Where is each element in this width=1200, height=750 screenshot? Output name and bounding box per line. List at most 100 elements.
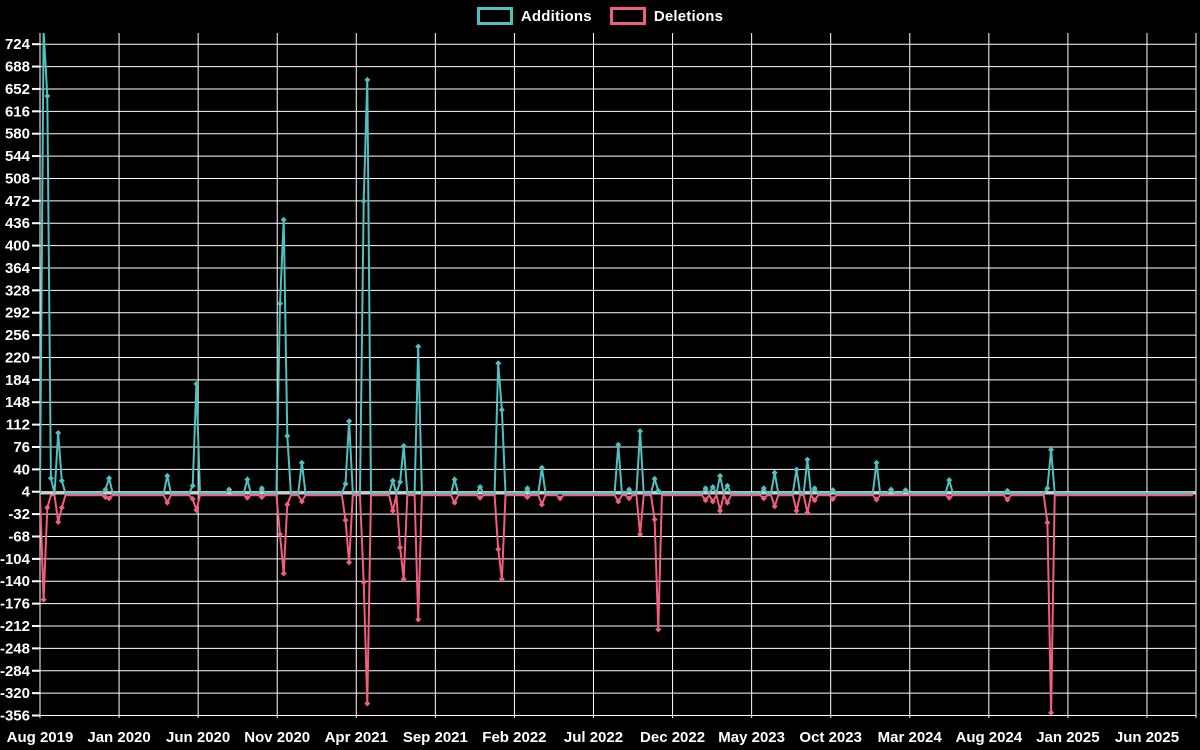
additions-data-point-marker (724, 482, 731, 489)
additions-data-point-marker (342, 480, 349, 487)
additions-data-point-marker (946, 477, 953, 484)
additions-data-point-marker (44, 93, 51, 100)
deletions-data-point-marker (277, 531, 284, 538)
x-tick-label: Nov 2020 (244, 729, 310, 746)
y-tick-label: -356 (0, 708, 30, 725)
additions-data-point-marker (524, 485, 531, 492)
additions-data-point-marker (47, 475, 54, 482)
deletions-data-point-marker (946, 494, 953, 501)
deletions-data-point-marker (498, 576, 505, 583)
x-tick-label: Oct 2023 (799, 729, 862, 746)
y-tick-label: 652 (5, 81, 30, 98)
x-tick-label: Apr 2021 (325, 729, 388, 746)
y-tick-label: 76 (13, 439, 30, 456)
y-tick-label: 4 (22, 484, 31, 501)
x-tick-label: Mar 2024 (878, 729, 943, 746)
deletions-data-point-marker (655, 626, 662, 633)
y-tick-label: 112 (6, 417, 30, 434)
y-tick-label: 400 (5, 238, 30, 255)
deletions-data-point-marker (873, 496, 880, 503)
y-tick-label: 328 (5, 282, 30, 299)
x-tick-label: Jun 2020 (166, 729, 230, 746)
deletions-data-point-marker (55, 518, 62, 525)
additions-data-point-marker (106, 475, 113, 482)
deletions-data-point-marker (342, 517, 349, 524)
deletions-data-point-marker (538, 501, 545, 508)
deletions-data-point-marker (58, 504, 65, 511)
deletions-data-point-marker (811, 497, 818, 504)
deletions-data-point-marker (451, 499, 458, 506)
deletions-data-point-marker (717, 507, 724, 514)
additions-data-point-marker (193, 380, 200, 387)
y-tick-label: -140 (0, 573, 30, 590)
deletions-data-point-marker (164, 499, 171, 506)
x-tick-label: Sep 2021 (403, 729, 468, 746)
additions-data-point-marker (364, 76, 371, 83)
additions-data-point-marker (1048, 446, 1055, 453)
additions-data-point-marker (58, 477, 65, 484)
deletions-data-point-marker (709, 498, 716, 505)
deletions-data-point-marker (280, 570, 287, 577)
deletions-data-point-marker (389, 507, 396, 514)
deletions-data-point-marker (40, 596, 47, 603)
y-tick-label: -176 (0, 596, 30, 613)
deletions-data-point-marker (804, 509, 811, 516)
additions-data-point-marker (873, 459, 880, 466)
additions-data-point-marker (651, 475, 658, 482)
x-tick-label: Jan 2025 (1036, 729, 1099, 746)
deletions-data-point-marker (258, 494, 265, 501)
additions-data-point-marker (102, 486, 109, 493)
x-tick-label: Aug 2024 (955, 729, 1022, 746)
additions-data-point-marker (626, 486, 633, 493)
deletions-data-point-marker (793, 507, 800, 514)
deletions-swatch-icon (609, 7, 646, 25)
x-tick-label: May 2023 (718, 729, 785, 746)
additions-data-point-marker (55, 429, 62, 436)
y-tick-label: -284 (0, 663, 31, 680)
additions-data-point-marker (495, 360, 502, 367)
deletions-data-point-marker (771, 503, 778, 510)
legend-item-deletions: Deletions (609, 7, 724, 25)
deletions-data-point-marker (495, 546, 502, 553)
y-tick-label: 292 (5, 305, 30, 322)
additions-data-point-marker (389, 477, 396, 484)
additions-data-point-marker (1004, 487, 1011, 494)
additions-data-point-marker (829, 487, 836, 494)
x-tick-label: Jan 2020 (87, 729, 150, 746)
additions-data-point-marker (717, 472, 724, 479)
legend-item-additions: Additions (476, 7, 592, 25)
legend-label-deletions: Deletions (653, 7, 724, 25)
x-tick-label: Aug 2019 (7, 729, 74, 746)
additions-data-point-marker (298, 459, 305, 466)
deletions-data-point-marker (284, 501, 291, 508)
additions-data-point-marker (709, 484, 716, 491)
additions-line (40, 33, 1193, 497)
additions-data-point-marker (360, 198, 367, 205)
deletions-data-point-marker (346, 559, 353, 566)
additions-data-point-marker (280, 216, 287, 223)
deletions-data-point-marker (524, 494, 531, 501)
additions-data-point-marker (189, 482, 196, 489)
y-tick-label: -212 (0, 618, 30, 635)
additions-data-point-marker (346, 418, 353, 425)
additions-data-point-marker (284, 433, 291, 440)
additions-data-point-marker (793, 466, 800, 473)
y-tick-label: 616 (5, 103, 30, 120)
additions-data-point-marker (902, 487, 909, 494)
deletions-data-point-marker (415, 616, 422, 623)
x-tick-label: Jun 2025 (1115, 729, 1179, 746)
additions-data-point-marker (804, 456, 811, 463)
additions-data-point-marker (244, 476, 251, 483)
x-tick-label: Jul 2022 (564, 729, 623, 746)
y-tick-label: 256 (5, 327, 30, 344)
additions-data-point-marker (498, 406, 505, 413)
y-tick-label: 544 (5, 148, 31, 165)
y-tick-label: 508 (5, 170, 30, 187)
additions-data-point-marker (637, 428, 644, 435)
additions-data-point-marker (811, 485, 818, 492)
y-tick-label: 364 (5, 260, 31, 277)
chart-legend: Additions Deletions (0, 7, 1200, 25)
x-tick-label: Dec 2022 (640, 729, 705, 746)
